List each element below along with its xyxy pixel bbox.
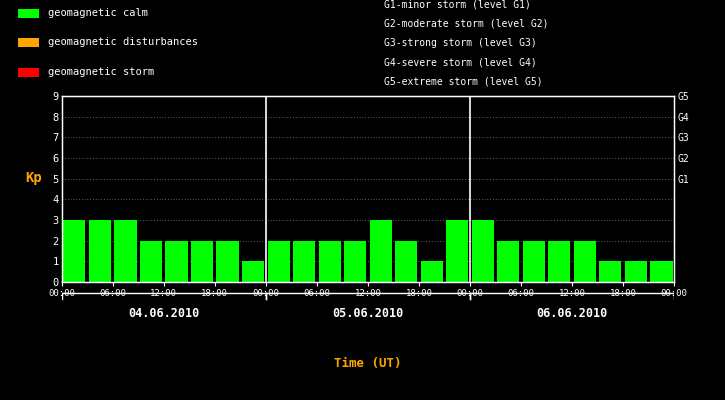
Bar <box>18 38 39 47</box>
Bar <box>18 68 39 76</box>
Bar <box>600 261 621 282</box>
Bar <box>18 9 39 18</box>
Bar <box>242 261 264 282</box>
Text: geomagnetic calm: geomagnetic calm <box>48 8 148 18</box>
Text: 05.06.2010: 05.06.2010 <box>332 307 404 320</box>
Text: G3-strong storm (level G3): G3-strong storm (level G3) <box>384 38 536 48</box>
Text: 06.06.2010: 06.06.2010 <box>536 307 608 320</box>
Bar <box>420 261 443 282</box>
Text: geomagnetic disturbances: geomagnetic disturbances <box>48 37 198 47</box>
Bar <box>268 241 290 282</box>
Bar <box>497 241 519 282</box>
Text: Time (UT): Time (UT) <box>334 357 402 370</box>
Bar <box>395 241 418 282</box>
Text: G2-moderate storm (level G2): G2-moderate storm (level G2) <box>384 19 548 29</box>
Bar <box>217 241 239 282</box>
Text: geomagnetic storm: geomagnetic storm <box>48 67 154 77</box>
Bar <box>574 241 596 282</box>
Bar <box>115 220 136 282</box>
Text: 04.06.2010: 04.06.2010 <box>128 307 199 320</box>
Bar <box>446 220 468 282</box>
Bar <box>472 220 494 282</box>
Bar <box>293 241 315 282</box>
Bar <box>625 261 647 282</box>
Bar <box>370 220 392 282</box>
Y-axis label: Kp: Kp <box>25 171 43 185</box>
Bar <box>63 220 86 282</box>
Text: G5-extreme storm (level G5): G5-extreme storm (level G5) <box>384 77 542 87</box>
Bar <box>318 241 341 282</box>
Text: G4-severe storm (level G4): G4-severe storm (level G4) <box>384 58 536 68</box>
Bar <box>191 241 213 282</box>
Bar <box>548 241 571 282</box>
Text: G1-minor storm (level G1): G1-minor storm (level G1) <box>384 0 531 9</box>
Bar <box>140 241 162 282</box>
Bar <box>523 241 545 282</box>
Bar <box>344 241 366 282</box>
Bar <box>650 261 673 282</box>
Bar <box>89 220 111 282</box>
Bar <box>165 241 188 282</box>
